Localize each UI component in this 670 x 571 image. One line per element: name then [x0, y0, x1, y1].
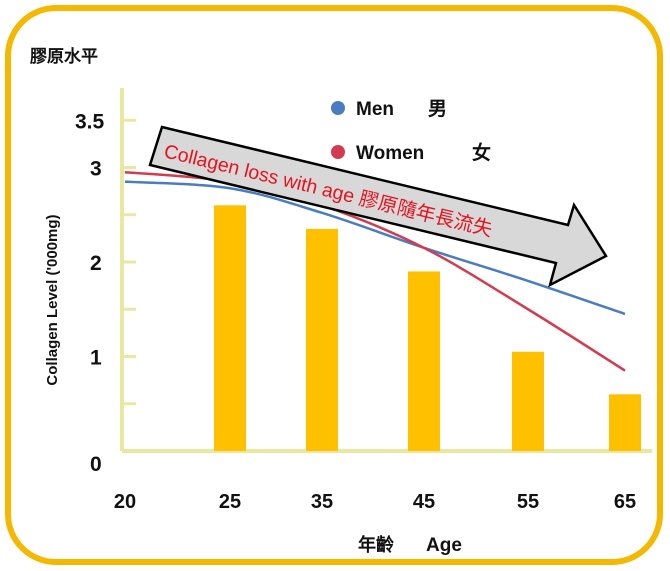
legend-label-women-cn: 女 [472, 141, 491, 164]
x-tick-label: 25 [219, 491, 241, 513]
y-tick-label: 1 [90, 347, 102, 370]
bar-25 [214, 205, 246, 451]
bar-35 [306, 228, 338, 451]
bar-55 [512, 351, 544, 451]
y-tick-label: 3 [90, 158, 102, 181]
legend: Men 男 Women 女 [331, 98, 491, 164]
legend-item-men: Men 男 [331, 98, 447, 120]
bars [214, 205, 641, 451]
y-axis-label: Collagen Level ('000mg) [44, 214, 61, 385]
x-tick-label: 55 [517, 491, 539, 513]
legend-marker-women [331, 145, 345, 159]
y-tick-label: 0 [90, 453, 102, 476]
arrow-shape [148, 125, 608, 288]
x-tick-label: 65 [614, 491, 636, 513]
legend-label-women: Women [356, 143, 424, 164]
x-axis-label-en: Age [426, 535, 462, 556]
chart-title: 膠原水平 [30, 46, 98, 67]
bar-45 [408, 271, 440, 451]
legend-item-women: Women 女 [331, 141, 491, 164]
legend-label-men-cn: 男 [428, 98, 447, 120]
series-line-men [124, 180, 626, 316]
legend-marker-men [331, 101, 345, 115]
x-tick-label: 35 [311, 491, 333, 513]
y-ticks: 0 1 2 3 3.5 [75, 110, 136, 476]
bar-65 [609, 394, 641, 451]
legend-label-men: Men [356, 99, 394, 120]
y-tick-label: 3.5 [75, 110, 105, 133]
y-tick-label: 2 [90, 252, 102, 275]
x-ticks: 20 25 35 45 55 65 [114, 491, 636, 513]
x-axis-label-cn: 年齡 [358, 534, 394, 556]
x-tick-label: 20 [114, 491, 136, 513]
x-tick-label: 45 [413, 491, 435, 513]
